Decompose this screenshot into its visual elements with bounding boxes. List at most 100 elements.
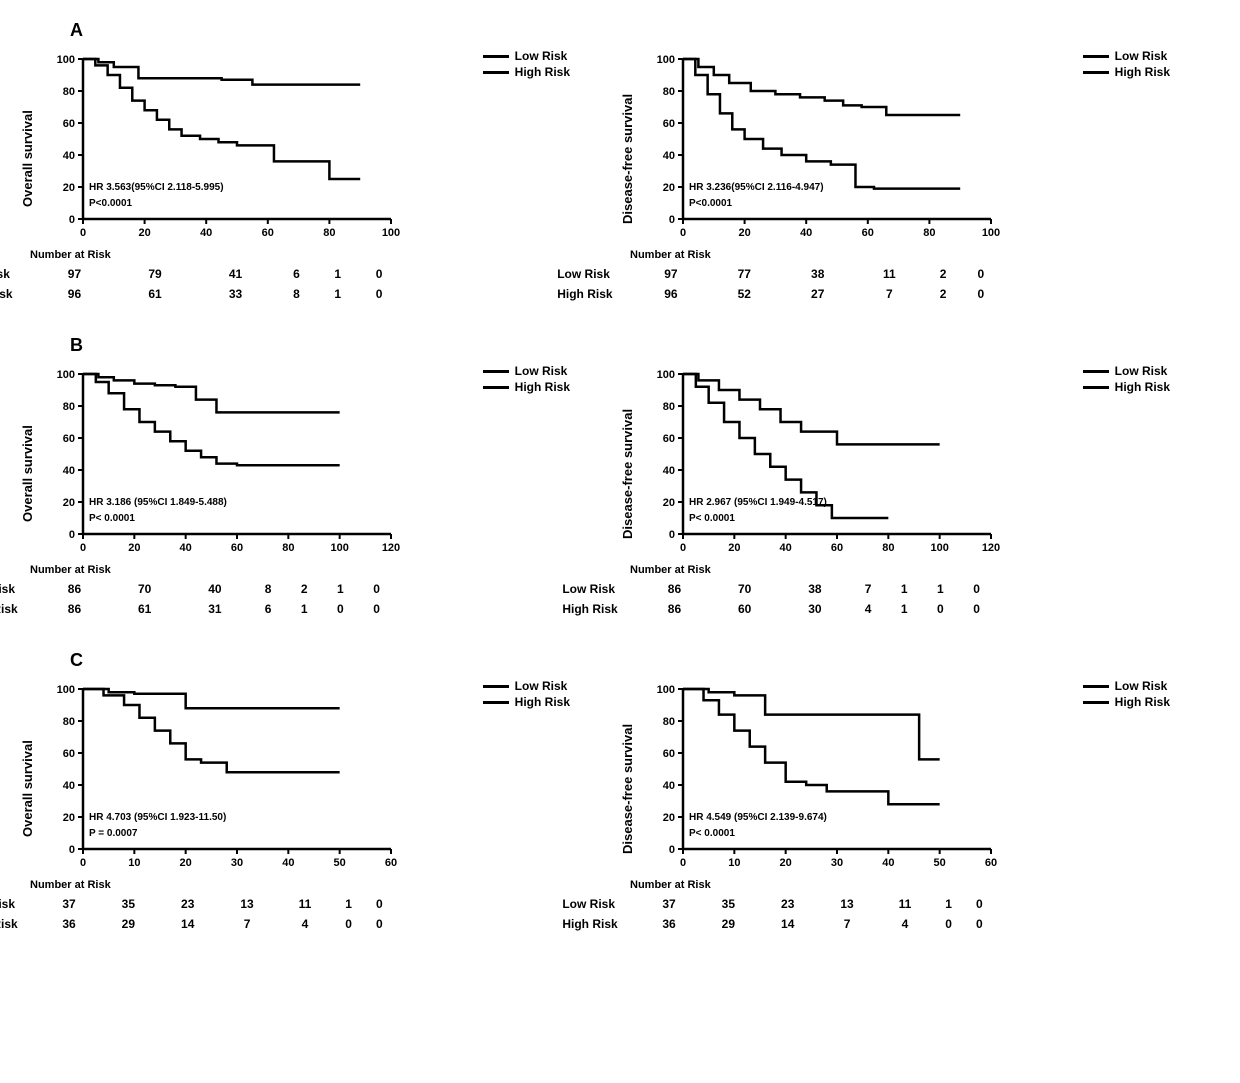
svg-text:120: 120 <box>982 542 1000 554</box>
svg-text:0: 0 <box>80 227 86 239</box>
svg-text:0: 0 <box>80 857 86 869</box>
curve-high-risk <box>83 689 340 772</box>
nar-cell: 31 <box>181 600 249 618</box>
pvalue-text: P< 0.0001 <box>89 513 135 524</box>
nar-cell: 0 <box>934 915 963 933</box>
legend-swatch-high <box>483 701 509 704</box>
nar-cell: 0 <box>963 265 999 283</box>
nar-cell: 11 <box>855 265 923 283</box>
km-plot: 0102030405060 020406080100 HR 4.703 (95%… <box>41 679 401 879</box>
svg-text:100: 100 <box>57 54 75 66</box>
svg-text:100: 100 <box>330 542 348 554</box>
number-at-risk-table: Low Risk373523131110 High Risk3629147400 <box>0 893 396 935</box>
svg-text:80: 80 <box>663 401 675 413</box>
legend-swatch-low <box>483 685 509 688</box>
svg-text:80: 80 <box>923 227 935 239</box>
svg-text:40: 40 <box>282 857 294 869</box>
number-at-risk-table: Low Risk373523131110 High Risk3629147400 <box>560 893 995 935</box>
svg-text:120: 120 <box>382 542 400 554</box>
km-plot: 020406080100120 020406080100 HR 2.967 (9… <box>641 364 1001 564</box>
svg-text:0: 0 <box>680 857 686 869</box>
nar-cell: 0 <box>334 915 363 933</box>
km-plot: 020406080100120 020406080100 HR 3.186 (9… <box>41 364 401 564</box>
nar-cell: 1 <box>887 580 921 598</box>
nar-cell: 86 <box>640 600 708 618</box>
nar-cell: 1 <box>323 580 357 598</box>
nar-row-label-low: Low Risk <box>0 580 38 598</box>
legend-label-high: High Risk <box>515 380 570 394</box>
nar-cell: 0 <box>365 915 394 933</box>
nar-cell: 0 <box>365 895 394 913</box>
nar-cell: 38 <box>782 265 853 283</box>
nar-cell: 29 <box>700 915 757 933</box>
pvalue-text: P< 0.0001 <box>689 513 735 524</box>
nar-cell: 7 <box>818 915 875 933</box>
nar-cell: 37 <box>40 895 97 913</box>
legend-swatch-low <box>483 370 509 373</box>
nar-cell: 6 <box>277 265 316 283</box>
nar-cell: 52 <box>709 285 780 303</box>
nar-cell: 86 <box>40 580 108 598</box>
nar-cell: 70 <box>711 580 779 598</box>
legend: Low Risk High Risk <box>483 49 570 81</box>
nar-cell: 37 <box>640 895 697 913</box>
svg-text:80: 80 <box>63 86 75 98</box>
hr-text: HR 4.549 (95%CI 2.139-9.674) <box>689 812 827 823</box>
nar-cell: 0 <box>323 600 357 618</box>
hr-text: HR 3.186 (95%CI 1.849-5.488) <box>89 497 227 508</box>
nar-cell: 1 <box>318 285 357 303</box>
nar-cell: 1 <box>887 600 921 618</box>
svg-text:100: 100 <box>930 542 948 554</box>
nar-cell: 6 <box>251 600 285 618</box>
svg-text:80: 80 <box>663 86 675 98</box>
panel-letter: C <box>70 650 1220 671</box>
nar-cell: 41 <box>196 265 275 283</box>
svg-text:60: 60 <box>63 748 75 760</box>
svg-text:0: 0 <box>669 529 675 541</box>
y-axis-label: Disease-free survival <box>620 394 635 554</box>
nar-cell: 0 <box>359 600 393 618</box>
svg-text:80: 80 <box>63 401 75 413</box>
nar-cell: 2 <box>925 285 961 303</box>
number-at-risk-label: Number at Risk <box>30 564 580 576</box>
svg-text:80: 80 <box>323 227 335 239</box>
legend-swatch-low <box>1083 370 1109 373</box>
chart-block: Overall survival Low Risk High Risk 0204… <box>20 49 580 305</box>
svg-text:40: 40 <box>663 780 675 792</box>
nar-cell: 30 <box>781 600 849 618</box>
nar-cell: 33 <box>196 285 275 303</box>
svg-text:60: 60 <box>663 118 675 130</box>
nar-cell: 11 <box>878 895 932 913</box>
nar-cell: 8 <box>277 285 316 303</box>
svg-text:30: 30 <box>831 857 843 869</box>
legend-swatch-high <box>483 71 509 74</box>
nar-cell: 0 <box>923 600 957 618</box>
svg-text:0: 0 <box>69 529 75 541</box>
nar-cell: 13 <box>218 895 275 913</box>
svg-text:20: 20 <box>63 812 75 824</box>
number-at-risk-table: Low Risk9777381120 High Risk965227720 <box>555 263 1001 305</box>
number-at-risk-label: Number at Risk <box>630 249 1180 261</box>
svg-text:60: 60 <box>663 433 675 445</box>
legend-label-high: High Risk <box>1115 380 1170 394</box>
hr-text: HR 3.236(95%CI 2.116-4.947) <box>689 182 824 193</box>
svg-text:20: 20 <box>663 812 675 824</box>
nar-row-label-high: High Risk <box>562 600 638 618</box>
nar-cell: 35 <box>700 895 757 913</box>
legend-label-low: Low Risk <box>1115 679 1168 693</box>
nar-cell: 40 <box>181 580 249 598</box>
nar-row-label-high: High Risk <box>0 915 38 933</box>
km-plot: 020406080100 020406080100 HR 3.563(95%CI… <box>41 49 401 249</box>
curve-low-risk <box>683 374 940 444</box>
nar-cell: 0 <box>959 580 993 598</box>
chart-block: Disease-free survival Low Risk High Risk… <box>620 49 1180 305</box>
svg-text:60: 60 <box>262 227 274 239</box>
legend-swatch-high <box>1083 386 1109 389</box>
svg-text:100: 100 <box>657 54 675 66</box>
nar-cell: 1 <box>318 265 357 283</box>
chart-block: Overall survival Low Risk High Risk 0204… <box>20 364 580 620</box>
nar-cell: 1 <box>934 895 963 913</box>
nar-cell: 0 <box>965 915 994 933</box>
nar-cell: 14 <box>159 915 216 933</box>
svg-text:60: 60 <box>663 748 675 760</box>
